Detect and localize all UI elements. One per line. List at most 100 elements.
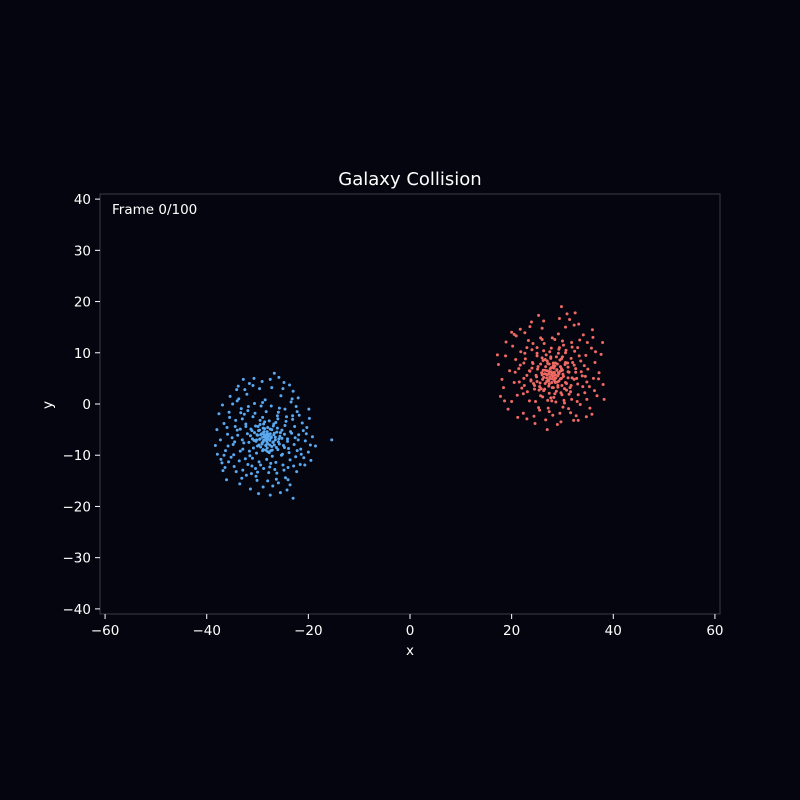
star-point-0-71 bbox=[292, 442, 296, 446]
star-point-0-219 bbox=[264, 435, 268, 439]
star-point-0-235 bbox=[303, 463, 307, 467]
star-point-1-233 bbox=[556, 371, 560, 375]
star-point-0-154 bbox=[237, 459, 241, 463]
star-point-0-242 bbox=[234, 470, 238, 474]
star-point-1-246 bbox=[546, 378, 550, 382]
star-point-1-225 bbox=[550, 380, 554, 384]
star-point-0-133 bbox=[309, 458, 313, 462]
star-point-1-250 bbox=[539, 387, 543, 391]
star-point-0-74 bbox=[259, 404, 263, 408]
star-point-0-120 bbox=[252, 376, 256, 380]
star-point-1-192 bbox=[542, 389, 546, 393]
star-point-0-196 bbox=[273, 435, 277, 439]
star-point-1-58 bbox=[579, 359, 583, 363]
star-point-0-253 bbox=[269, 404, 273, 408]
star-point-0-254 bbox=[276, 410, 280, 414]
star-point-0-175 bbox=[254, 424, 258, 428]
star-point-0-199 bbox=[264, 443, 268, 447]
star-point-0-103 bbox=[298, 462, 302, 466]
star-point-1-156 bbox=[517, 380, 521, 384]
y-tick-label: 0 bbox=[82, 397, 91, 413]
galaxy-series-0 bbox=[213, 371, 334, 500]
star-point-1-82 bbox=[589, 346, 593, 350]
star-point-1-119 bbox=[565, 312, 569, 316]
star-point-1-191 bbox=[547, 391, 551, 395]
star-point-1-76 bbox=[546, 406, 550, 410]
star-point-0-145 bbox=[284, 419, 288, 423]
star-point-0-63 bbox=[264, 410, 268, 414]
star-point-0-184 bbox=[274, 446, 278, 450]
star-point-1-217 bbox=[551, 361, 555, 365]
star-point-0-89 bbox=[263, 398, 267, 402]
star-point-0-107 bbox=[303, 439, 307, 443]
star-point-1-236 bbox=[550, 377, 554, 381]
star-point-0-73 bbox=[286, 466, 290, 470]
star-point-1-209 bbox=[551, 386, 555, 390]
star-point-0-250 bbox=[246, 409, 250, 413]
x-tick-label: −20 bbox=[294, 623, 323, 639]
y-tick-label: 20 bbox=[74, 295, 91, 311]
star-point-1-208 bbox=[556, 385, 560, 389]
star-point-1-125 bbox=[602, 397, 606, 401]
star-point-0-259 bbox=[282, 468, 286, 472]
star-point-0-262 bbox=[250, 456, 254, 460]
star-point-0-81 bbox=[227, 410, 231, 414]
star-point-0-225 bbox=[235, 399, 239, 403]
star-point-1-174 bbox=[533, 387, 537, 391]
star-point-0-129 bbox=[278, 491, 282, 495]
star-point-1-187 bbox=[569, 384, 573, 388]
star-point-1-110 bbox=[514, 334, 518, 338]
star-point-0-104 bbox=[247, 382, 251, 386]
star-point-1-73 bbox=[586, 367, 590, 371]
star-point-0-188 bbox=[257, 443, 261, 447]
star-point-0-47 bbox=[261, 415, 265, 419]
star-point-1-263 bbox=[535, 346, 539, 350]
x-tick-label: 0 bbox=[406, 623, 415, 639]
star-point-1-95 bbox=[595, 394, 599, 398]
star-point-1-160 bbox=[540, 337, 544, 341]
x-axis-ticks: −60 −40 −20 0 20 40 60 bbox=[91, 614, 724, 639]
star-point-1-261 bbox=[579, 370, 583, 374]
star-point-1-132 bbox=[555, 422, 559, 426]
star-point-1-218 bbox=[555, 362, 559, 366]
star-point-0-194 bbox=[270, 428, 274, 432]
star-point-0-232 bbox=[297, 413, 301, 417]
star-point-0-45 bbox=[248, 454, 252, 458]
star-point-0-93 bbox=[274, 477, 278, 481]
star-point-0-137 bbox=[307, 407, 311, 411]
star-point-0-191 bbox=[258, 428, 262, 432]
star-point-1-120 bbox=[537, 313, 541, 317]
star-point-1-124 bbox=[495, 353, 499, 357]
star-point-0-236 bbox=[295, 470, 299, 474]
star-point-0-227 bbox=[251, 384, 255, 388]
star-point-1-155 bbox=[521, 392, 525, 396]
star-point-1-48 bbox=[574, 367, 578, 371]
star-point-1-96 bbox=[510, 399, 514, 403]
star-point-1-138 bbox=[504, 340, 508, 344]
star-point-1-141 bbox=[542, 319, 546, 323]
star-point-1-91 bbox=[593, 361, 597, 365]
star-point-0-215 bbox=[264, 437, 268, 441]
star-point-0-67 bbox=[277, 406, 281, 410]
star-point-0-251 bbox=[252, 401, 256, 405]
star-point-1-87 bbox=[512, 380, 516, 384]
star-point-1-189 bbox=[559, 391, 563, 395]
star-point-1-62 bbox=[580, 374, 584, 378]
star-point-1-123 bbox=[601, 341, 605, 345]
star-point-0-220 bbox=[223, 466, 227, 470]
star-point-0-263 bbox=[241, 447, 245, 451]
star-point-1-92 bbox=[511, 344, 515, 348]
star-point-0-134 bbox=[238, 482, 242, 486]
star-point-0-36 bbox=[280, 428, 284, 432]
star-point-1-245 bbox=[543, 372, 547, 376]
star-point-1-269 bbox=[513, 370, 517, 374]
star-point-1-184 bbox=[572, 363, 576, 367]
star-point-0-79 bbox=[249, 472, 253, 476]
star-point-1-46 bbox=[535, 351, 539, 355]
star-point-1-136 bbox=[500, 377, 504, 381]
star-point-1-252 bbox=[530, 366, 534, 370]
star-point-0-123 bbox=[306, 450, 310, 454]
star-point-0-96 bbox=[222, 421, 226, 425]
star-point-0-176 bbox=[258, 422, 262, 426]
star-point-0-31 bbox=[251, 446, 255, 450]
